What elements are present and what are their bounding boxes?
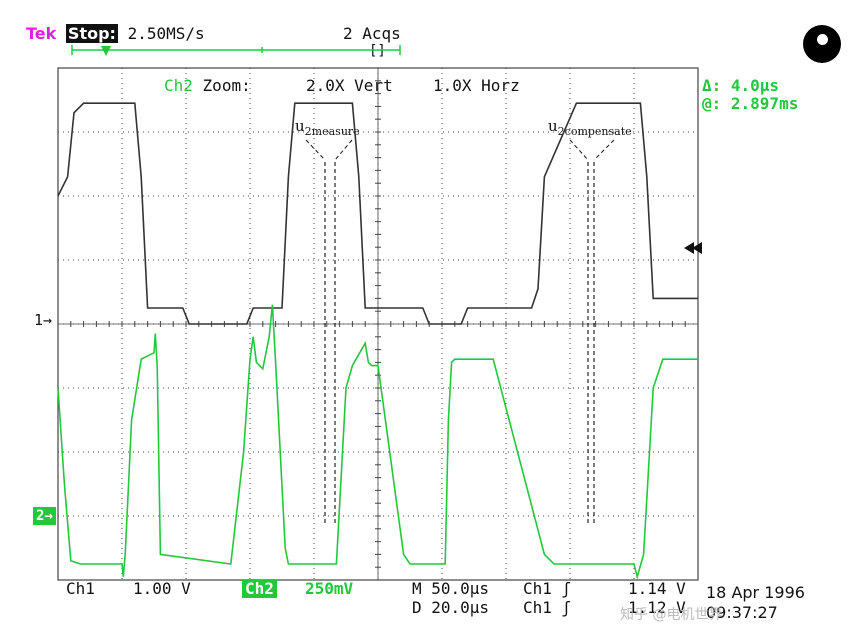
- footer-trigger2-label: Ch1 ʃ: [523, 598, 572, 617]
- annotation-u2measure: u2measure: [295, 117, 360, 141]
- zoom-bar: Ch2 Zoom:: [164, 77, 251, 95]
- footer-ch2-label: Ch2: [242, 580, 277, 598]
- watermark: 知乎 @电机世界: [620, 607, 723, 623]
- footer-delay: D 20.0μs: [412, 598, 490, 617]
- status-indicator-icon: [803, 25, 841, 63]
- ch1-ground-marker: 1→: [34, 311, 53, 329]
- annotation-leader: [305, 139, 353, 161]
- header-row: Tek Stop: 2.50MS/s: [26, 24, 205, 43]
- cursor-delta: Δ: 4.0μs: [702, 76, 780, 95]
- zoom-label: Zoom:: [202, 76, 251, 95]
- trigger-level-arrow-icon: [684, 242, 702, 254]
- trigger-level-marker: [684, 242, 702, 254]
- sample-rate: 2.50MS/s: [127, 24, 205, 43]
- zoom-horz: 1.0X Horz: [433, 76, 520, 95]
- footer-trigger1-label: Ch1 ʃ: [523, 579, 572, 598]
- timebase-ruler: [71, 45, 401, 56]
- footer-ch1-scale: 1.00 V: [133, 579, 191, 598]
- brand-label: Tek: [26, 24, 57, 43]
- graticule: [57, 67, 699, 581]
- footer-main-timebase: M 50.0μs: [412, 579, 490, 598]
- footer-date: 18 Apr 1996: [706, 583, 805, 602]
- footer-ch1-label: Ch1: [66, 579, 95, 598]
- footer-time: 09:37:27: [706, 603, 778, 622]
- acquisition-count: 2 Acqs: [343, 24, 401, 43]
- footer-ch2-scale: 250mV: [305, 579, 354, 598]
- cursor-lines: [305, 139, 615, 525]
- annotation-u2measure-sub: 2measure: [304, 125, 360, 138]
- ch2-ground-marker: 2→: [33, 507, 56, 525]
- annotation-leader: [569, 139, 615, 161]
- annotation-u2compensate-sub: 2compensate: [557, 125, 632, 138]
- ch2-trace: [57, 304, 698, 580]
- trigger-position-bracket: []: [369, 43, 386, 59]
- annotation-u2measure-base: u: [295, 117, 305, 135]
- footer-trigger2-value: 1.12 V: [628, 598, 686, 617]
- zoom-vert: 2.0X Vert: [306, 76, 393, 95]
- run-state-badge[interactable]: Stop:: [65, 24, 118, 43]
- cursor-position: @: 2.897ms: [702, 94, 799, 113]
- annotation-u2compensate-base: u: [548, 117, 558, 135]
- annotation-u2compensate: u2compensate: [548, 117, 632, 141]
- ch1-trace: [57, 102, 698, 325]
- zoom-channel: Ch2: [164, 76, 193, 95]
- trigger-position-icon: [101, 46, 111, 56]
- footer-trigger1-value: 1.14 V: [628, 579, 686, 598]
